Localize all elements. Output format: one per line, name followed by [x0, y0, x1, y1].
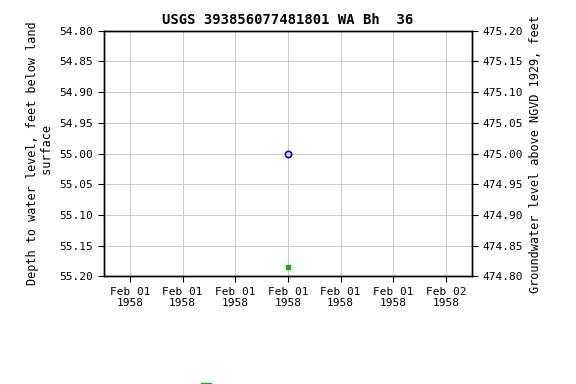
Y-axis label: Groundwater level above NGVD 1929, feet: Groundwater level above NGVD 1929, feet	[529, 15, 542, 293]
Legend: Period of approved data: Period of approved data	[191, 380, 385, 384]
Title: USGS 393856077481801 WA Bh  36: USGS 393856077481801 WA Bh 36	[162, 13, 414, 27]
Y-axis label: Depth to water level, feet below land
 surface: Depth to water level, feet below land su…	[26, 22, 54, 285]
